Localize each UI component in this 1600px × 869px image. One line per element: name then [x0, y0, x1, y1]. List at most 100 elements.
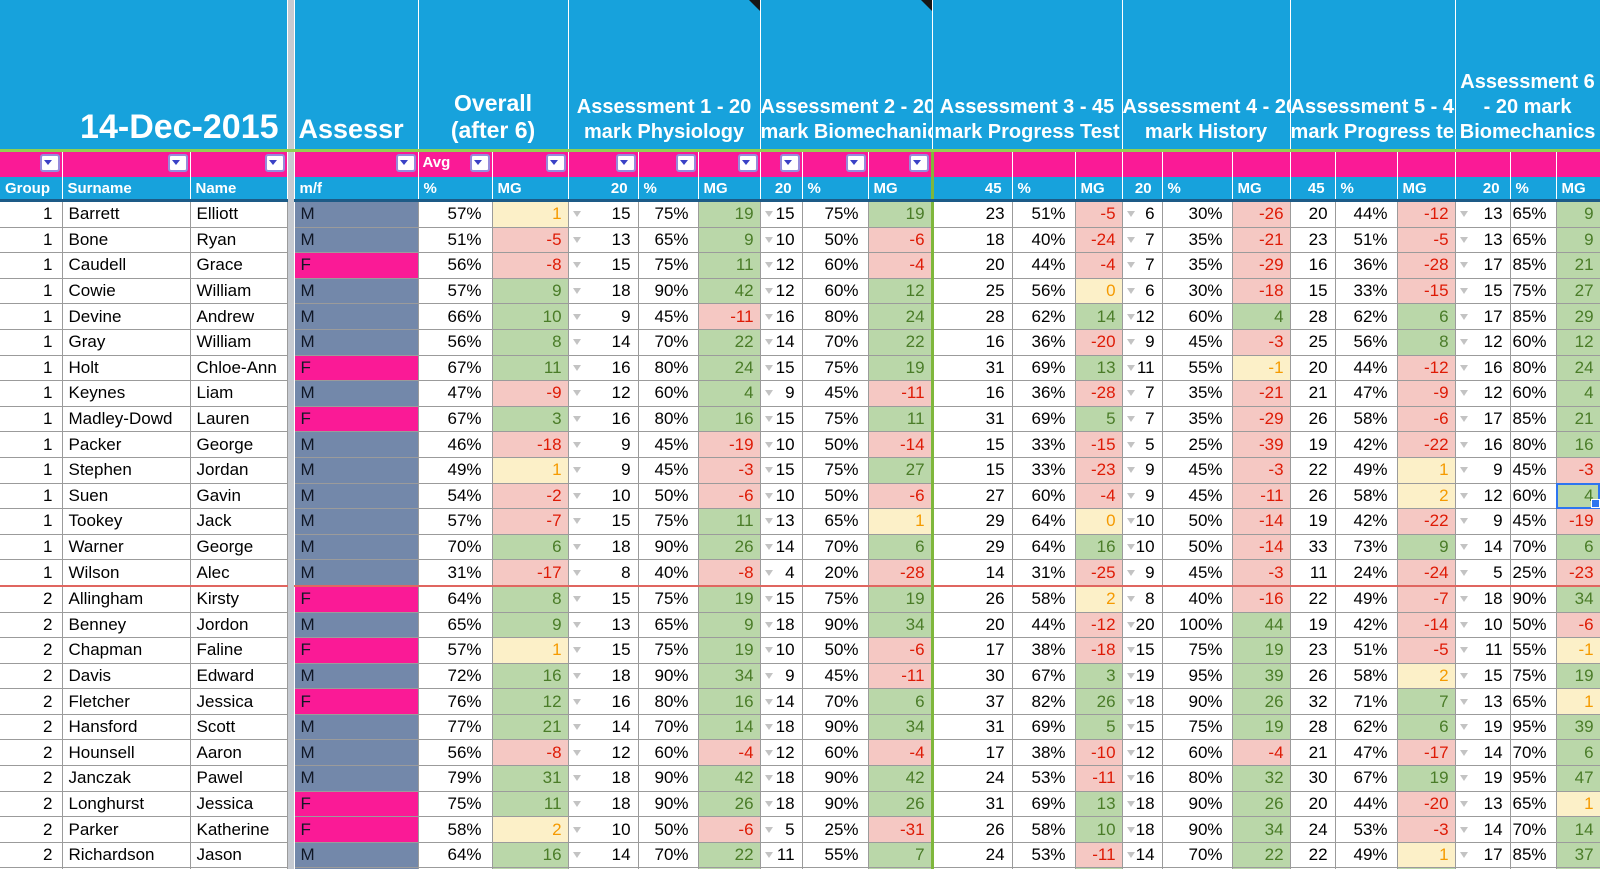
cell-a5-pct[interactable]: 49%: [1335, 585, 1398, 613]
cell-a1-pct[interactable]: 60%: [638, 380, 699, 407]
dropdown-arrow-icon[interactable]: [764, 596, 773, 603]
cell-group[interactable]: 2: [0, 612, 63, 639]
cell-a4-pct[interactable]: 40%: [1162, 585, 1233, 613]
cell-a4-mark[interactable]: 14: [1122, 842, 1163, 869]
cell-group[interactable]: 1: [0, 227, 63, 254]
cell-a3-mark[interactable]: 24: [930, 765, 1013, 792]
cell-a4-mg[interactable]: 4: [1232, 303, 1291, 330]
cell-a4-mark[interactable]: 9: [1122, 457, 1163, 484]
cell-a3-mg[interactable]: 0: [1075, 278, 1123, 305]
assessment-5-header[interactable]: Assessment 5 - 45 mark Progress test: [1290, 0, 1456, 152]
cell-a4-mark[interactable]: 6: [1122, 278, 1163, 305]
cell-a5-mg[interactable]: 9: [1397, 534, 1456, 561]
cell-a2-mark[interactable]: 12: [760, 739, 803, 767]
cell-name[interactable]: Pawel: [190, 765, 288, 792]
cell-a5-mg[interactable]: -7: [1397, 585, 1456, 613]
cell-a6-mg[interactable]: 9: [1556, 227, 1600, 254]
cell-a2-mark[interactable]: 12: [760, 252, 803, 279]
cell-group[interactable]: 1: [0, 431, 63, 458]
cell-a6-mark[interactable]: 11: [1455, 637, 1511, 664]
cell-a1-mg[interactable]: 24: [698, 355, 761, 382]
cell-a2-mark[interactable]: 5: [760, 816, 803, 843]
cell-a5-mark[interactable]: 26: [1290, 483, 1336, 510]
assessment-6-header[interactable]: Assessment 6 - 20 mark Biomechanics: [1455, 0, 1600, 152]
cell-a1-mark[interactable]: 8: [568, 559, 639, 587]
cell-group[interactable]: 2: [0, 867, 63, 869]
dropdown-arrow-icon[interactable]: [572, 596, 581, 603]
cell-a2-mg[interactable]: -11: [868, 380, 933, 407]
cell-a5-mg[interactable]: 1: [1397, 457, 1456, 484]
cell-a4-pct[interactable]: 85%: [1162, 867, 1233, 869]
cell-a3-pct[interactable]: 33%: [1012, 457, 1076, 484]
cell-name[interactable]: Jordan: [190, 457, 288, 484]
cell-a1-pct[interactable]: 45%: [638, 303, 699, 330]
cell-a3-mg[interactable]: -23: [1075, 457, 1123, 484]
dropdown-arrow-icon[interactable]: [1459, 416, 1468, 423]
dropdown-arrow-icon[interactable]: [572, 492, 581, 499]
dropdown-arrow-icon[interactable]: [1126, 672, 1135, 679]
cell-a5-pct[interactable]: 42%: [1335, 508, 1398, 535]
cell-a6-mg[interactable]: 37: [1556, 842, 1600, 869]
cell-a3-mark[interactable]: 20: [930, 252, 1013, 279]
cell-a6-mg[interactable]: 34: [1556, 585, 1600, 613]
cell-a4-mg[interactable]: 19: [1232, 714, 1291, 741]
cell-a2-mark[interactable]: 15: [760, 355, 803, 382]
cell-a4-pct[interactable]: 45%: [1162, 457, 1233, 484]
cell-a5-mg[interactable]: 6: [1397, 714, 1456, 741]
dropdown-arrow-icon[interactable]: [572, 262, 581, 269]
cell-a4-mg[interactable]: -4: [1232, 739, 1291, 767]
dropdown-arrow-icon[interactable]: [764, 416, 773, 423]
cell-a2-pct[interactable]: 70%: [802, 688, 869, 715]
cell-a3-mg[interactable]: -5: [1075, 200, 1123, 228]
cell-a6-pct[interactable]: 70%: [1510, 739, 1557, 767]
cell-a6-mark[interactable]: 16: [1455, 355, 1511, 382]
cell-a6-pct[interactable]: 60%: [1510, 329, 1557, 356]
cell-a4-pct[interactable]: 70%: [1162, 842, 1233, 869]
date-header-cell[interactable]: 14-Dec-2015: [0, 0, 288, 152]
cell-a1-mark[interactable]: 18: [568, 765, 639, 792]
cell-mg-overall[interactable]: -5: [492, 227, 569, 254]
cell-a5-mg[interactable]: -12: [1397, 200, 1456, 228]
cell-mg-overall[interactable]: 16: [492, 842, 569, 869]
cell-a5-pct[interactable]: 56%: [1335, 329, 1398, 356]
cell-a6-mg[interactable]: 4: [1556, 380, 1600, 407]
cell-a6-mark[interactable]: 13: [1455, 227, 1511, 254]
cell-name[interactable]: George: [190, 431, 288, 458]
cell-a3-mark[interactable]: 31: [930, 714, 1013, 741]
filter-button[interactable]: [167, 154, 188, 172]
filter-button[interactable]: [545, 154, 566, 172]
cell-a3-pct[interactable]: 60%: [1012, 483, 1076, 510]
cell-a5-mark[interactable]: 25: [1290, 329, 1336, 356]
cell-mf[interactable]: M: [294, 765, 419, 792]
cell-mf[interactable]: M: [294, 457, 419, 484]
cell-a3-mg[interactable]: -12: [1075, 612, 1123, 639]
dropdown-arrow-icon[interactable]: [764, 698, 773, 705]
label-a2-max[interactable]: 20: [760, 177, 803, 202]
cell-a2-pct[interactable]: 60%: [802, 278, 869, 305]
cell-a4-pct[interactable]: 60%: [1162, 739, 1233, 767]
cell-a6-mg[interactable]: 6: [1556, 739, 1600, 767]
cell-a1-pct[interactable]: 75%: [638, 200, 699, 228]
cell-a4-mg[interactable]: -14: [1232, 508, 1291, 535]
cell-a5-pct[interactable]: 73%: [1335, 534, 1398, 561]
filter-button[interactable]: [264, 154, 285, 172]
cell-name[interactable]: Edward: [190, 663, 288, 690]
cell-a5-pct[interactable]: 44%: [1335, 791, 1398, 818]
cell-a3-mark[interactable]: 29: [930, 508, 1013, 535]
dropdown-arrow-icon[interactable]: [1459, 544, 1468, 551]
cell-mf[interactable]: M: [294, 431, 419, 458]
cell-a1-mg[interactable]: 16: [698, 406, 761, 433]
cell-a2-mark[interactable]: 18: [760, 714, 803, 741]
cell-a6-mg[interactable]: 16: [1556, 431, 1600, 458]
cell-a3-mg[interactable]: 0: [1075, 508, 1123, 535]
dropdown-arrow-icon[interactable]: [572, 211, 581, 218]
cell-name[interactable]: Andrew: [190, 303, 288, 330]
cell-mf[interactable]: M: [294, 200, 419, 228]
cell-mf[interactable]: M: [294, 483, 419, 510]
cell-surname[interactable]: Davis: [62, 663, 191, 690]
cell-a5-pct[interactable]: 58%: [1335, 663, 1398, 690]
label-a4-pct[interactable]: %: [1162, 177, 1233, 202]
cell-avg[interactable]: 64%: [418, 585, 493, 613]
cell-mf[interactable]: M: [294, 714, 419, 741]
cell-a1-mg[interactable]: 22: [698, 842, 761, 869]
